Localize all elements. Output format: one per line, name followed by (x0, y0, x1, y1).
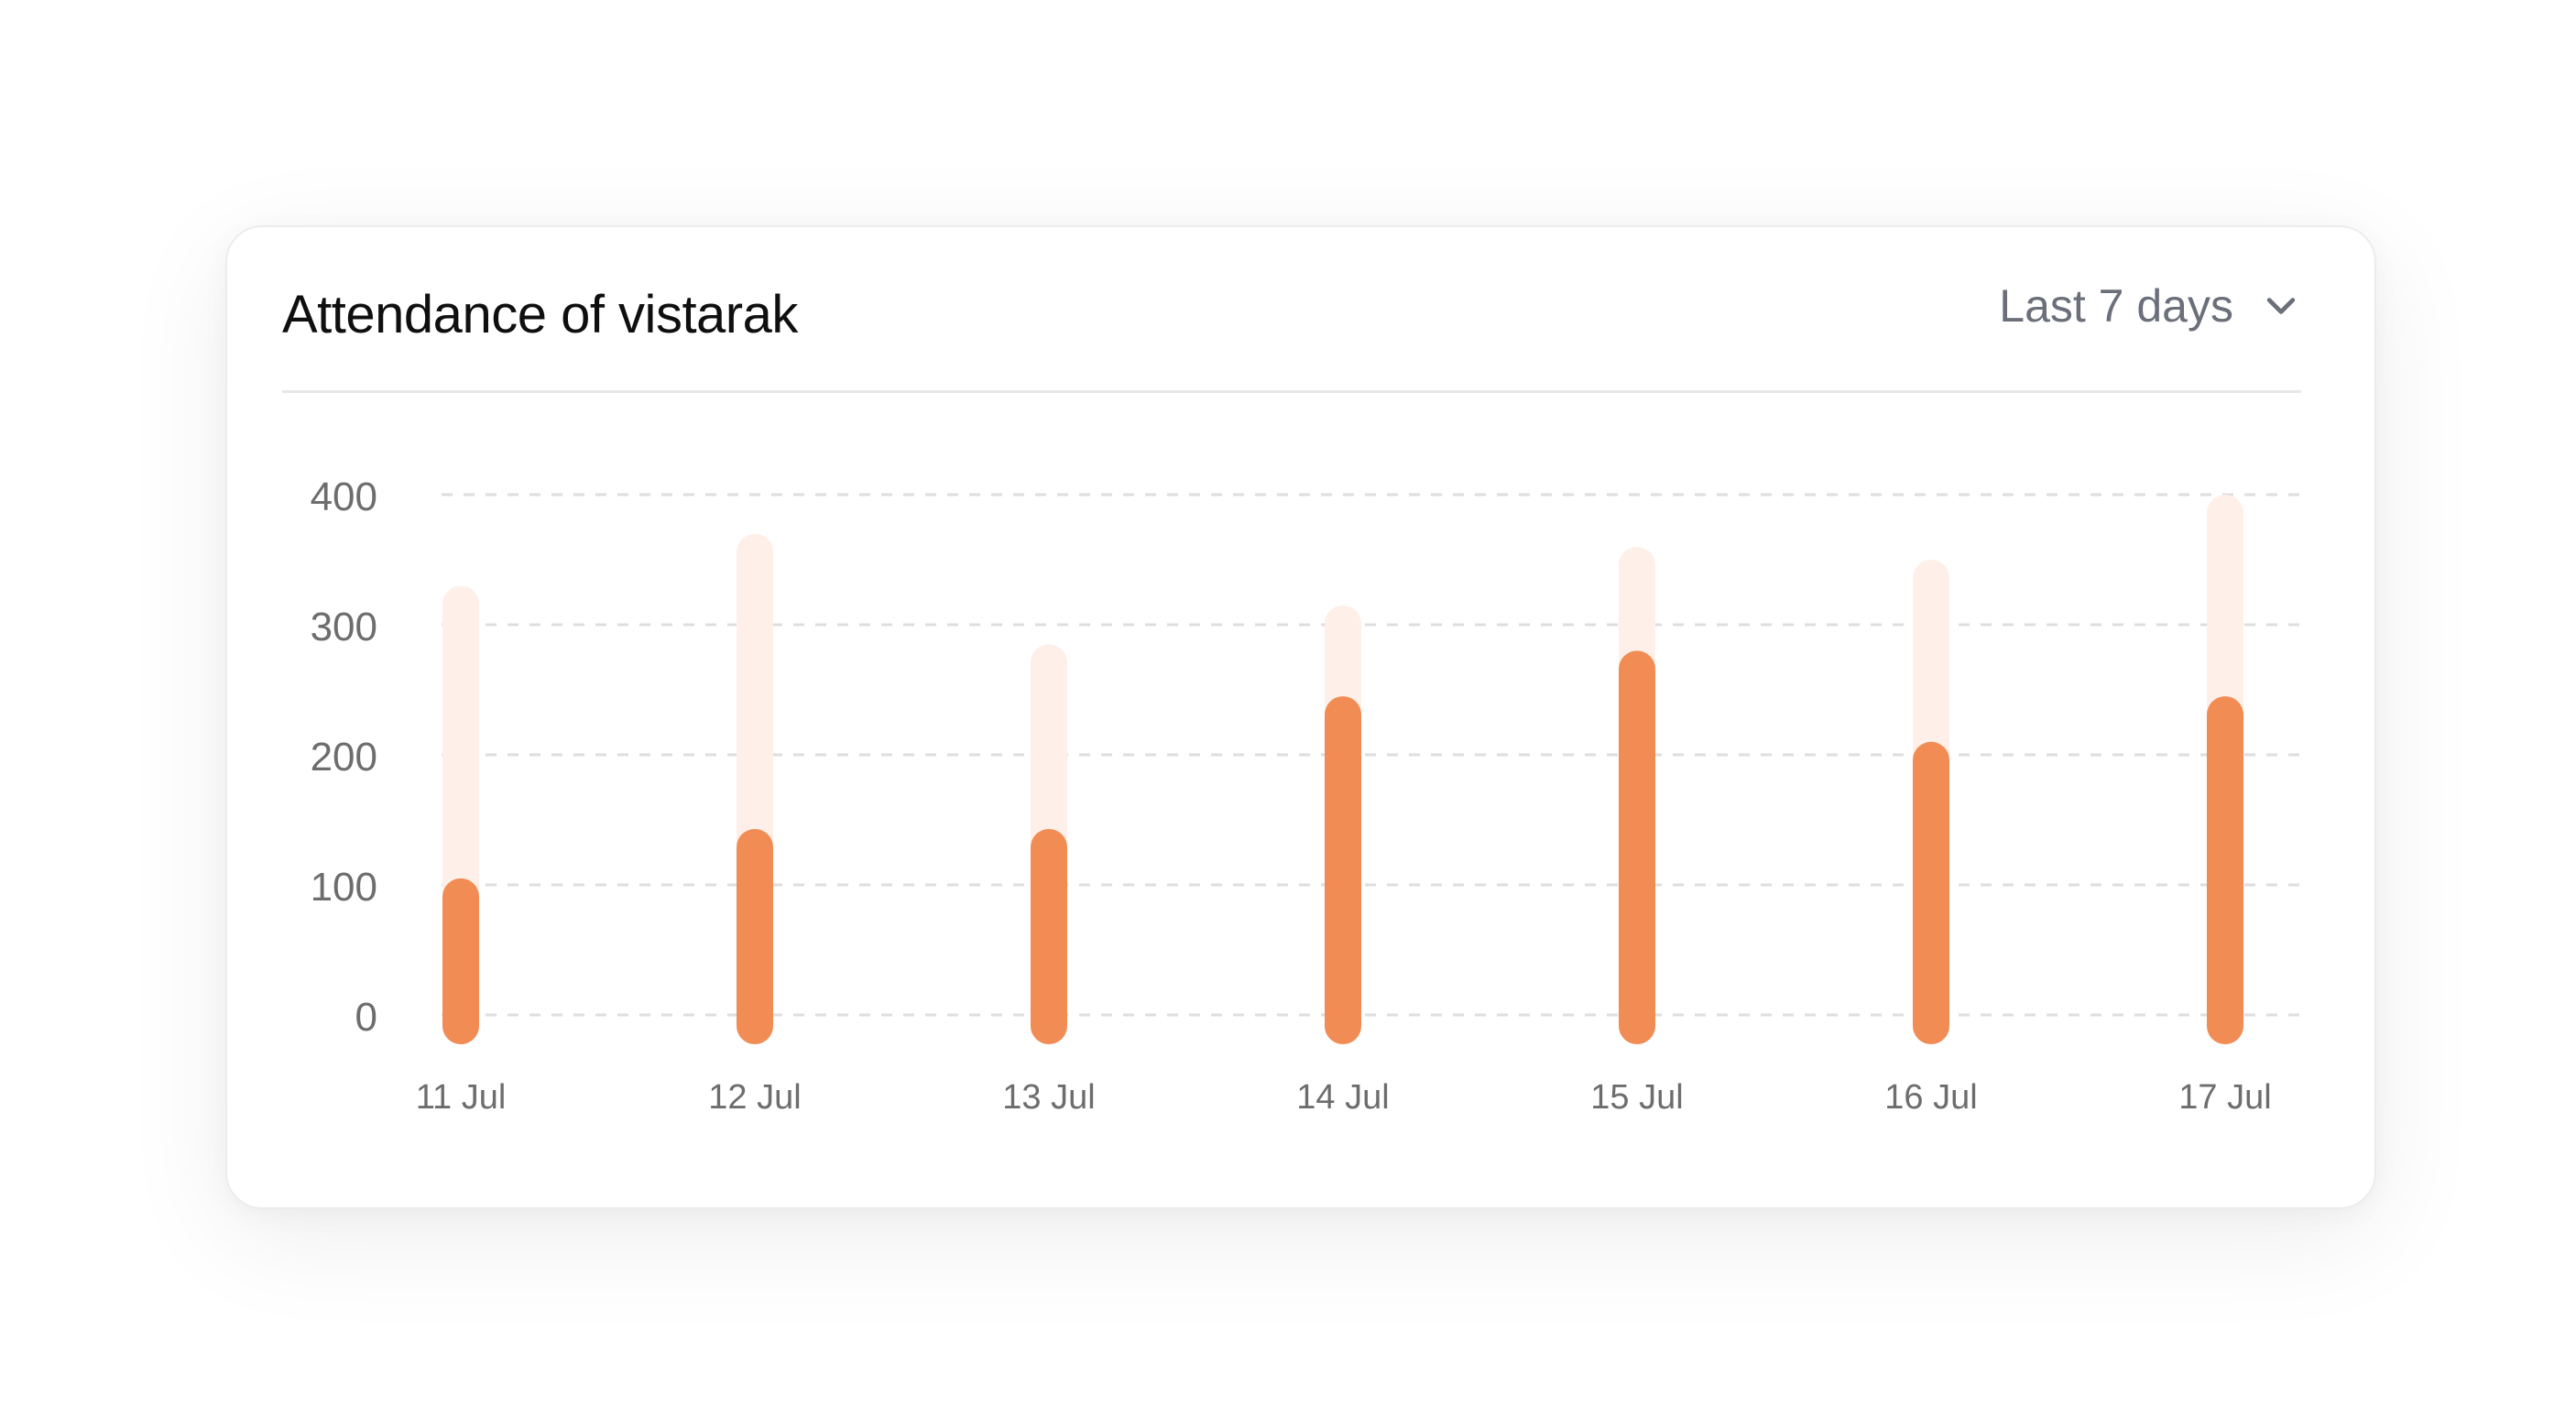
present-bar[interactable] (1619, 650, 1655, 1044)
present-bar[interactable] (2207, 696, 2243, 1044)
date-range-label: Last 7 days (1999, 280, 2233, 332)
y-tick-label: 100 (311, 865, 377, 910)
x-tick-label: 14 Jul (1296, 1078, 1389, 1117)
x-tick-label: 11 Jul (416, 1078, 507, 1117)
gridlines (442, 493, 2301, 1017)
x-tick-label: 13 Jul (1002, 1078, 1095, 1117)
y-axis: 0 100 200 300 400 (311, 474, 377, 1040)
attendance-chart: 0 100 200 300 400 11 Jul 12 Jul 13 Jul 14 Jul 15… (311, 474, 2301, 1117)
present-bar[interactable] (1031, 828, 1067, 1044)
present-bar[interactable] (737, 828, 773, 1044)
attendance-card: Attendance of vistarak Last 7 days 0 100 2… (225, 225, 2376, 1209)
chevron-down-icon (2266, 298, 2296, 314)
x-axis: 11 Jul 12 Jul 13 Jul 14 Jul 15 Jul 16 Jul 17 J… (416, 1078, 2272, 1117)
x-tick-label: 15 Jul (1590, 1078, 1683, 1117)
y-tick-label: 200 (311, 735, 377, 780)
present-bar[interactable] (442, 878, 479, 1044)
y-tick-label: 0 (355, 995, 377, 1040)
x-tick-label: 12 Jul (708, 1078, 801, 1117)
present-bar[interactable] (1913, 741, 1949, 1044)
y-tick-label: 400 (311, 474, 377, 519)
card-title: Attendance of vistarak (282, 285, 798, 344)
bars (442, 495, 2243, 1044)
y-tick-label: 300 (311, 605, 377, 649)
date-range-select[interactable]: Last 7 days (1999, 273, 2301, 339)
x-tick-label: 16 Jul (1884, 1078, 1977, 1117)
x-tick-label: 17 Jul (2178, 1078, 2271, 1117)
present-bar[interactable] (1325, 696, 1361, 1044)
header-divider (282, 390, 2301, 393)
